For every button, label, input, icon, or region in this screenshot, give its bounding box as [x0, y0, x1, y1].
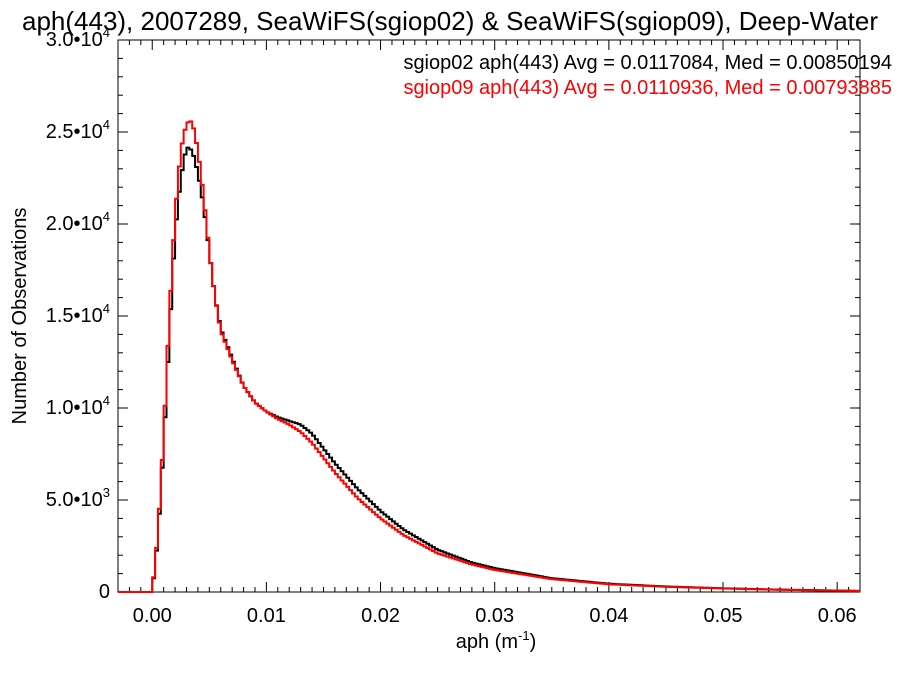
y-tick-label: 2.5•104 — [46, 117, 110, 143]
x-axis-label-main: aph (m — [456, 631, 518, 653]
series-line-1 — [118, 146, 860, 593]
y-tick-label: 3.0•104 — [46, 25, 110, 51]
x-axis-label-sup: -1 — [518, 628, 530, 643]
legend-entry-1: sgiop02 aph(443) Avg = 0.0117084, Med = … — [403, 52, 892, 74]
x-tick-label: 0.02 — [361, 605, 400, 627]
series-line-2 — [118, 120, 860, 593]
y-tick-label: 1.5•104 — [46, 301, 110, 327]
x-tick-label: 0.06 — [818, 605, 857, 627]
y-tick-label: 5.0•103 — [46, 485, 110, 511]
x-axis-label: aph (m-1) — [456, 628, 536, 653]
y-tick-label: 0 — [99, 581, 110, 603]
x-tick-label: 0.03 — [475, 605, 514, 627]
x-tick-label: 0.05 — [704, 605, 743, 627]
y-tick-label: 2.0•104 — [46, 209, 110, 235]
plot-frame — [117, 39, 861, 593]
y-axis-ticks: 0 5.0•103 1.0•104 1.5•104 2.0•104 2.5•104 3.0•… — [46, 25, 860, 603]
chart-title: aph(443), 2007289, SeaWiFS(sgiop02) & Se… — [22, 6, 878, 36]
y-axis-label: Number of Observations — [9, 208, 31, 425]
x-tick-label: 0.04 — [589, 605, 628, 627]
series-group — [118, 120, 860, 593]
legend: sgiop02 aph(443) Avg = 0.0117084, Med = … — [403, 52, 892, 99]
x-axis-ticks: 0.00 0.01 0.02 0.03 0.04 0.05 0.06 — [117, 40, 861, 627]
y-tick-label: 1.0•104 — [46, 393, 110, 419]
x-tick-label: 0.01 — [247, 605, 286, 627]
x-tick-label: 0.00 — [133, 605, 172, 627]
legend-entry-2: sgiop09 aph(443) Avg = 0.0110936, Med = … — [403, 77, 892, 99]
x-axis-label-end: ) — [530, 631, 537, 653]
